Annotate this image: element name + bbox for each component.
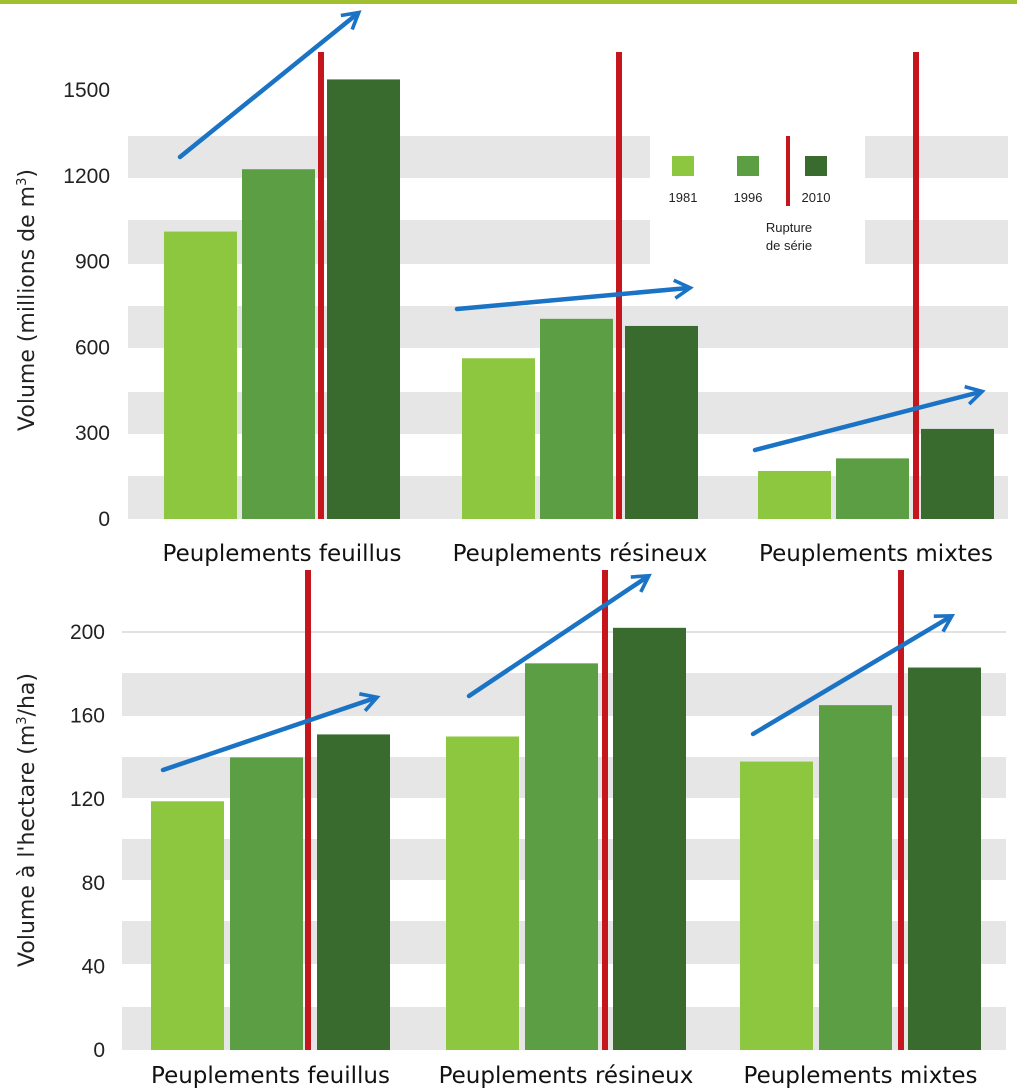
y-tick-label: 160 <box>70 705 105 728</box>
legend-rupture-label: Rupture <box>766 220 812 235</box>
y-tick-label: 80 <box>82 872 105 895</box>
bar-1996 <box>819 705 892 1050</box>
trend-arrow <box>750 613 956 737</box>
trend-arrow <box>160 692 381 773</box>
legend-swatch-2010 <box>805 156 827 176</box>
rupture-line <box>305 570 311 1050</box>
rupture-lines <box>305 52 919 1050</box>
legend-swatch-1981 <box>672 156 694 176</box>
y-tick-label: 120 <box>70 788 105 811</box>
rupture-line <box>616 52 622 519</box>
y-tick-label: 200 <box>70 621 105 644</box>
y-tick-label: 1200 <box>63 165 110 188</box>
bar-1981 <box>446 736 519 1050</box>
rupture-line <box>898 570 904 1050</box>
category-label: Peuplements résineux <box>453 541 708 567</box>
y-tick-label: 40 <box>82 955 105 978</box>
rupture-line <box>318 52 324 519</box>
bar-1981 <box>758 470 831 519</box>
bar-1996 <box>836 458 909 519</box>
y-axis-label: Volume à l'hectare (m3/ha) <box>15 673 40 967</box>
bar-1981 <box>151 801 224 1050</box>
legend-rupture-mark <box>786 136 790 206</box>
rupture-line <box>602 570 608 1050</box>
category-label: Peuplements mixtes <box>744 1063 978 1089</box>
legend-year-label: 2010 <box>802 190 831 205</box>
trend-arrows <box>160 10 986 773</box>
bars <box>151 79 994 1050</box>
trend-arrow <box>177 10 362 160</box>
top-rule <box>0 0 1017 4</box>
y-tick-label: 600 <box>75 336 110 359</box>
y-tick-label: 1500 <box>63 79 110 102</box>
legend: 1981 1996 2010 Rupture de série <box>650 130 865 270</box>
bar-1981 <box>740 761 813 1050</box>
trend-arrow <box>466 573 652 699</box>
bar-1981 <box>164 231 237 519</box>
bar-2010 <box>613 627 686 1050</box>
category-label: Peuplements résineux <box>439 1063 694 1089</box>
legend-swatch-1996 <box>737 156 759 176</box>
y-tick-label: 300 <box>75 422 110 445</box>
y-axis-label: Volume (millions de m3) <box>15 169 40 431</box>
legend-year-label: 1996 <box>734 190 763 205</box>
bar-1981 <box>462 358 535 519</box>
bar-2010 <box>317 734 390 1050</box>
legend-rupture-label: de série <box>766 238 812 253</box>
category-label: Peuplements feuillus <box>151 1063 390 1089</box>
bar-2010 <box>625 325 698 519</box>
bar-1996 <box>230 757 303 1050</box>
bar-2010 <box>921 428 994 519</box>
legend-box <box>650 130 865 270</box>
bar-2010 <box>327 79 400 519</box>
trend-arrow <box>752 384 986 453</box>
bar-1996 <box>525 663 598 1050</box>
rupture-line <box>913 52 919 519</box>
y-tick-label: 0 <box>98 508 110 531</box>
category-label: Peuplements feuillus <box>163 541 402 567</box>
bar-1996 <box>242 169 315 520</box>
legend-year-label: 1981 <box>669 190 698 205</box>
bar-2010 <box>908 667 981 1050</box>
trend-arrow <box>454 278 694 312</box>
y-tick-label: 900 <box>75 251 110 274</box>
y-tick-label: 0 <box>93 1039 105 1062</box>
category-label: Peuplements mixtes <box>759 541 993 567</box>
bar-1996 <box>540 318 613 519</box>
